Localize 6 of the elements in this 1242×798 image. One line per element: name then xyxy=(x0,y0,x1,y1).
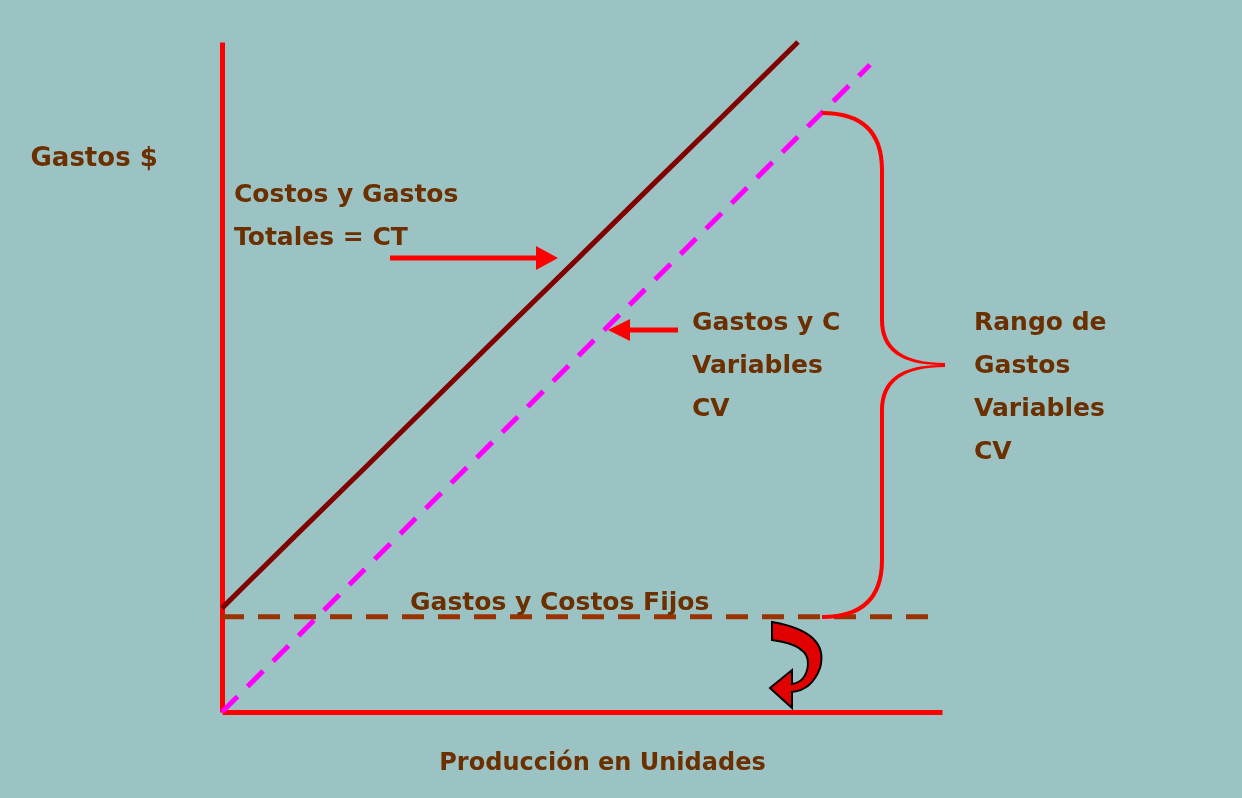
annotation: Gastos y Costos Fijos xyxy=(410,587,710,616)
y-axis-title: Gastos $ xyxy=(30,141,158,172)
annotation: Costos y Gastos Totales = CT xyxy=(234,179,459,251)
x-axis-title: Producción en Unidades xyxy=(439,747,766,776)
text: Rango de Gastos Variables CV xyxy=(974,307,1107,465)
annotation: Gastos y C Variables CV xyxy=(692,307,841,422)
